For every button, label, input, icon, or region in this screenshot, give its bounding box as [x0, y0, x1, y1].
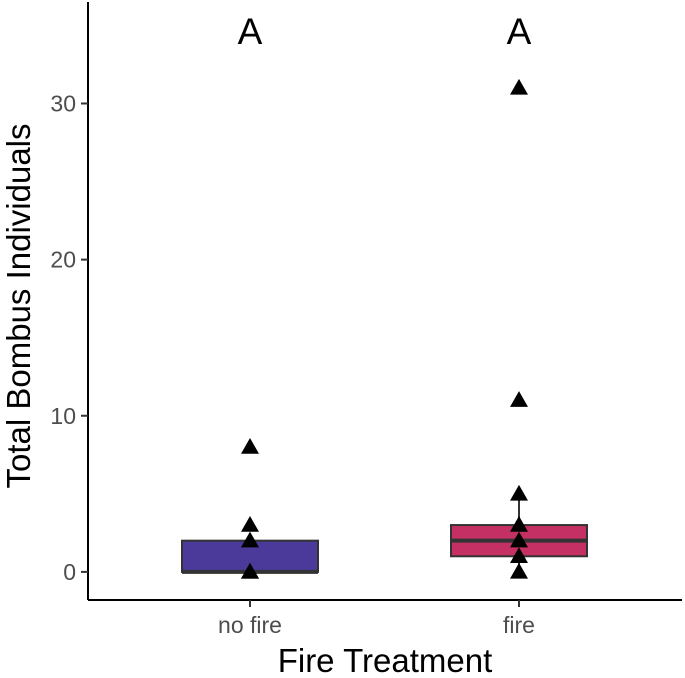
data-point-triangle [510, 547, 528, 564]
significance-letter: A [238, 11, 263, 52]
data-point-triangle [510, 562, 528, 579]
data-point-triangle [241, 562, 259, 579]
data-point-triangle [241, 531, 259, 548]
y-tick-label: 10 [50, 403, 76, 429]
y-tick-label: 0 [63, 559, 76, 585]
data-point-triangle [510, 391, 528, 407]
data-point-triangle [510, 78, 528, 95]
y-tick-label: 20 [50, 247, 76, 273]
y-axis: 0 10 20 30 [50, 2, 89, 600]
data-point-triangle [510, 531, 528, 548]
x-axis: no fire fire [88, 599, 682, 638]
data-point-triangle [510, 516, 528, 532]
data-point-triangle [241, 516, 259, 532]
significance-letter: A [507, 11, 532, 52]
y-axis-title: Total Bombus Individuals [0, 123, 37, 488]
y-tick-label: 30 [50, 90, 76, 116]
x-tick-label: no fire [218, 612, 282, 638]
data-points [241, 78, 528, 579]
x-tick-label: fire [503, 612, 535, 638]
data-point-triangle [241, 437, 259, 454]
data-point-triangle [510, 484, 528, 501]
x-axis-title: Fire Treatment [278, 642, 493, 678]
